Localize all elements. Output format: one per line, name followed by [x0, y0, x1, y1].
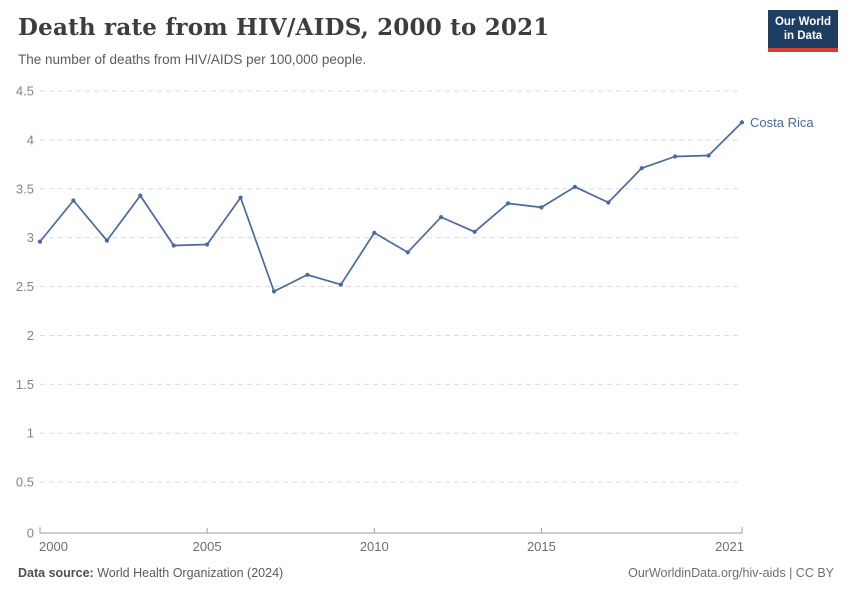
y-axis-tick-label: 3 — [27, 230, 34, 245]
series-point — [238, 195, 243, 200]
series-point — [104, 238, 109, 243]
y-axis-tick-label: 2 — [27, 328, 34, 343]
series-point — [606, 200, 611, 205]
series-point — [673, 154, 678, 159]
owid-logo[interactable]: Our World in Data — [768, 10, 838, 52]
owid-logo-line2: in Data — [783, 30, 823, 42]
y-axis-tick-label: 4 — [27, 132, 34, 147]
series-point — [505, 201, 511, 206]
x-axis-tick-label: 2005 — [193, 539, 222, 554]
data-source: Data source: World Health Organization (… — [18, 566, 283, 580]
series-point — [372, 230, 377, 235]
owid-logo-stripe — [768, 48, 838, 52]
series-point — [639, 166, 644, 171]
owid-logo-line1: Our World — [774, 16, 831, 28]
series-point — [205, 242, 210, 247]
series-point — [271, 289, 277, 294]
y-axis-tick-label: 3.5 — [16, 181, 34, 196]
y-axis-tick-label: 2.5 — [16, 279, 34, 294]
credit-link[interactable]: OurWorldinData.org/hiv-aids | CC BY — [628, 566, 834, 580]
series-point — [739, 120, 745, 125]
page-subtitle: The number of deaths from HIV/AIDS per 1… — [18, 52, 367, 67]
chart-footer: Data source: World Health Organization (… — [18, 566, 834, 580]
y-axis-tick-label: 1.5 — [16, 377, 34, 392]
y-axis-tick-label: 0.5 — [16, 475, 34, 490]
series-point — [472, 229, 477, 234]
y-axis-tick-label: 1 — [27, 426, 34, 441]
y-axis-tick-label: 4.5 — [16, 84, 34, 99]
y-axis-tick-label: 0 — [27, 526, 34, 541]
x-axis-line — [39, 527, 743, 534]
series-point — [539, 205, 544, 210]
series-end-label: Costa Rica — [750, 115, 814, 130]
x-axis-tick-label: 2000 — [39, 539, 68, 554]
series-point — [706, 153, 711, 158]
series-point — [439, 215, 444, 220]
series-point — [305, 272, 310, 277]
data-source-label: Data source: — [18, 566, 94, 580]
x-axis-tick-label: 2015 — [527, 539, 556, 554]
series-point — [71, 198, 76, 203]
owid-logo-box: Our World in Data — [768, 10, 838, 48]
series-point — [138, 193, 143, 198]
series-point — [405, 250, 410, 255]
series-point — [37, 239, 43, 244]
series-point — [338, 282, 343, 287]
series-point — [572, 184, 578, 189]
series-line — [39, 121, 743, 293]
x-axis-tick-label: 2010 — [360, 539, 389, 554]
page-title: Death rate from HIV/AIDS, 2000 to 2021 — [18, 14, 550, 41]
data-source-text: World Health Organization (2024) — [93, 566, 284, 580]
series-point — [171, 243, 176, 248]
x-axis-tick-label: 2021 — [715, 539, 744, 554]
